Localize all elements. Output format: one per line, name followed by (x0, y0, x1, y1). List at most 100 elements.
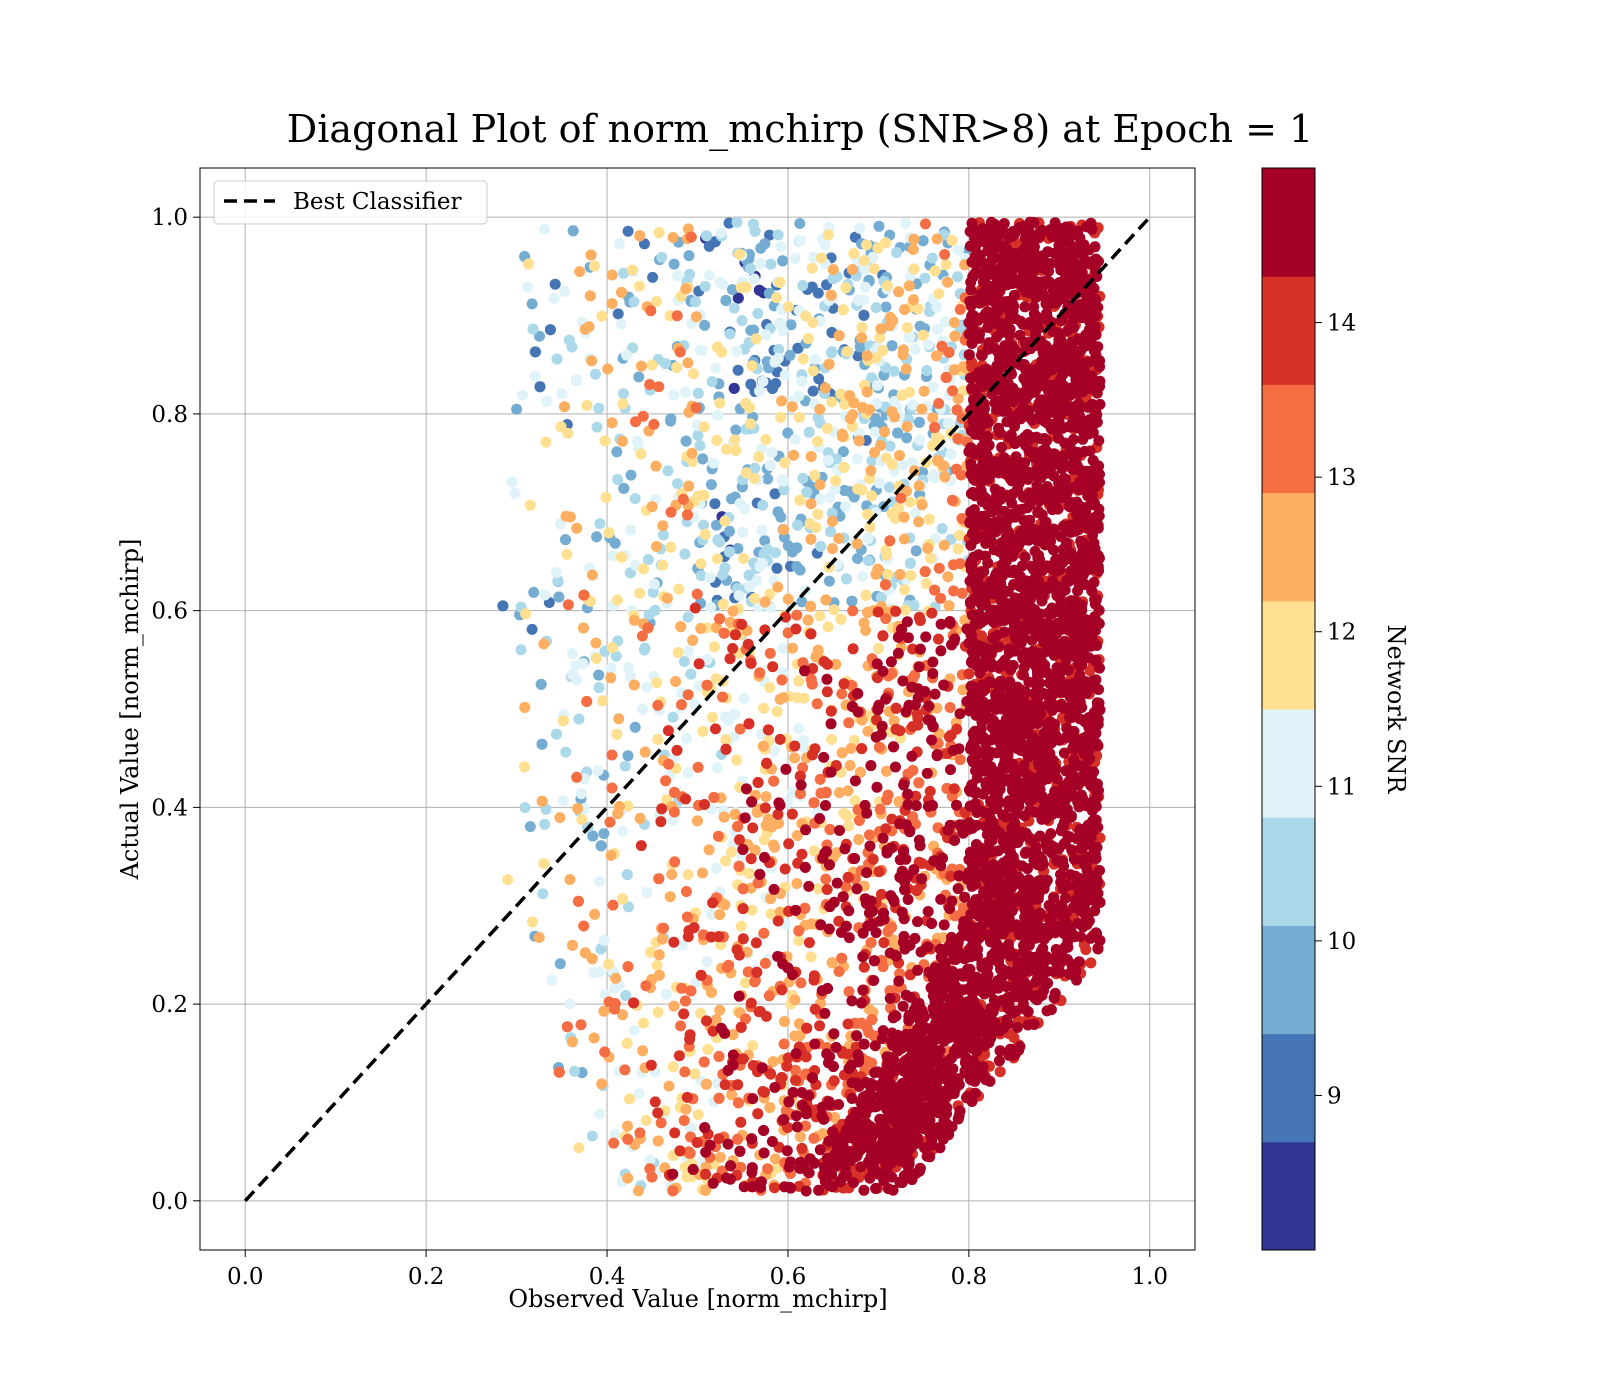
scatter-point (604, 816, 616, 828)
scatter-point (669, 856, 681, 868)
scatter-point (698, 1056, 710, 1068)
scatter-point (900, 363, 912, 375)
scatter-point (761, 356, 773, 368)
scatter-point (763, 813, 774, 825)
scatter-point (747, 218, 759, 230)
scatter-point (611, 728, 623, 740)
scatter-point (963, 668, 975, 680)
scatter-point (794, 218, 806, 229)
scatter-point (560, 534, 571, 546)
scatter-point (908, 263, 920, 275)
scatter-point (782, 427, 794, 439)
scatter-point (734, 248, 746, 260)
scatter-point (802, 614, 814, 626)
scatter-point (703, 269, 715, 281)
scatter-point (877, 345, 889, 356)
scatter-point (609, 1128, 621, 1140)
scatter-point (678, 1008, 690, 1020)
scatter-point (901, 432, 913, 444)
scatter-point (615, 318, 627, 330)
scatter-point (629, 493, 641, 505)
scatter-point (537, 888, 549, 900)
scatter-point (808, 1132, 820, 1144)
scatter-point (763, 990, 775, 1002)
scatter-point (782, 540, 794, 552)
scatter-point (606, 782, 618, 794)
scatter-point (768, 745, 780, 757)
scatter-point (746, 904, 758, 916)
scatter-point (793, 411, 805, 423)
scatter-point (750, 937, 762, 949)
scatter-point (805, 498, 817, 510)
scatter-point (622, 225, 634, 237)
scatter-point (745, 324, 757, 336)
scatter-point (716, 346, 728, 358)
scatter-point (539, 223, 551, 235)
scatter-point (584, 290, 596, 302)
scatter-point (858, 309, 870, 321)
scatter-point (791, 609, 803, 621)
scatter-point (901, 421, 913, 432)
scatter-point (746, 796, 758, 808)
scatter-point (524, 499, 536, 511)
scatter-point (692, 1109, 704, 1121)
scatter-point (847, 605, 859, 617)
scatter-point (805, 451, 817, 462)
scatter-point (637, 703, 649, 715)
scatter-point (570, 659, 582, 671)
scatter-point (603, 958, 615, 970)
scatter-point (772, 581, 784, 593)
scatter-point (605, 849, 617, 861)
scatter-point (638, 563, 649, 575)
scatter-point (930, 431, 942, 443)
scatter-point (949, 330, 961, 342)
scatter-point (805, 600, 817, 612)
scatter-point (871, 379, 883, 391)
scatter-point (948, 559, 959, 571)
scatter-point (853, 834, 865, 845)
scatter-point (680, 283, 692, 295)
scatter-point (948, 783, 960, 795)
scatter-point (612, 474, 624, 485)
scatter-point (769, 356, 781, 368)
scatter-point (875, 888, 887, 900)
scatter-point (553, 591, 565, 603)
scatter-point (628, 1024, 640, 1036)
scatter-point (628, 296, 640, 308)
scatter-point (868, 263, 880, 275)
scatter-point (705, 601, 717, 613)
scatter-point (717, 278, 729, 290)
scatter-point (578, 920, 590, 932)
scatter-point (790, 1074, 801, 1086)
scatter-point (560, 746, 572, 758)
scatter-point (645, 1059, 657, 1071)
scatter-point (825, 705, 837, 717)
scatter-point (555, 518, 567, 530)
scatter-point (860, 589, 872, 601)
scatter-point (680, 435, 692, 447)
scatter-point (888, 365, 900, 377)
scatter-point (943, 346, 955, 358)
scatter-point (920, 578, 932, 589)
scatter-point (771, 562, 783, 574)
scatter-point (554, 812, 566, 824)
scatter-point (557, 715, 569, 727)
scatter-point (880, 237, 892, 249)
scatter-point (911, 885, 923, 896)
scatter-point (626, 264, 638, 276)
scatter-point (893, 502, 904, 514)
scatter-point (677, 939, 688, 951)
scatter-point (728, 382, 740, 394)
scatter-point (574, 266, 586, 278)
scatter-point (740, 783, 752, 795)
scatter-point (765, 893, 776, 905)
scatter-point (789, 994, 801, 1006)
scatter-point (737, 844, 749, 855)
scatter-point (762, 473, 774, 485)
scatter-point (778, 475, 790, 487)
scatter-point (711, 434, 723, 446)
scatter-point (860, 624, 872, 636)
scatter-point (771, 706, 783, 718)
scatter-point (517, 389, 529, 401)
scatter-point (758, 702, 770, 714)
